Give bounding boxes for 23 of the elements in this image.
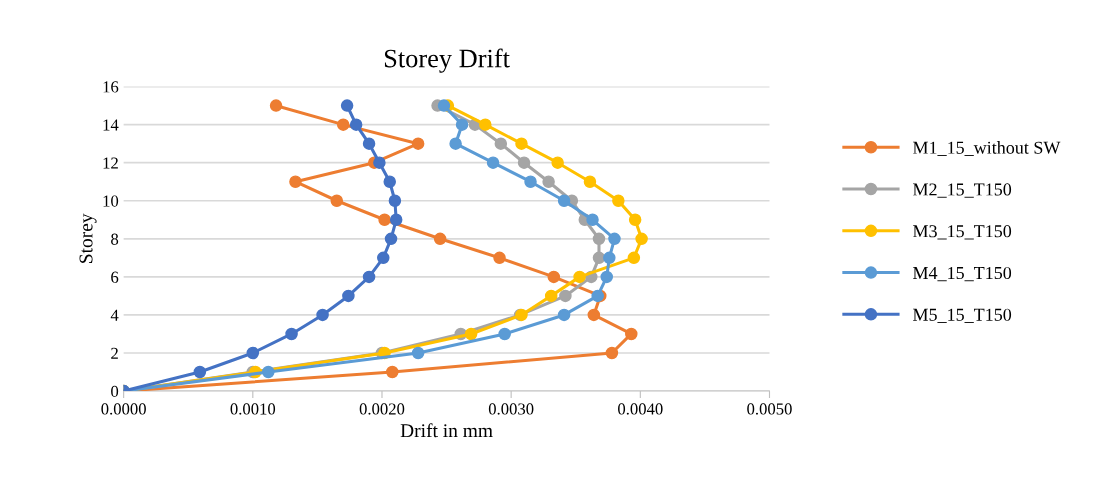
legend-label: M5_15_T150: [912, 308, 1012, 323]
y-tick-label: 12: [103, 157, 118, 169]
x-tick-label: 0.0050: [747, 403, 792, 415]
x-tick-label: 0.0030: [488, 403, 534, 415]
y-tick-label: 6: [111, 271, 119, 283]
x-tick-label: 0.0000: [101, 403, 146, 415]
y-tick-label: 16: [103, 81, 119, 93]
legend-label: M4_15_T150: [912, 266, 1012, 282]
y-tick-label: 0: [111, 385, 119, 397]
x-tick-label: 0.0040: [618, 403, 663, 415]
y-tick-label: 2: [111, 347, 118, 359]
x-tick-label: 0.0010: [230, 403, 276, 415]
y-tick-label: 8: [111, 233, 119, 245]
x-tick-label: 0.0020: [359, 403, 405, 415]
chart-title: Storey Drift: [384, 48, 510, 73]
legend-label: M3_15_T150: [912, 225, 1012, 240]
y-tick-label: 4: [110, 309, 119, 321]
x-axis-title: Drift in mm: [400, 423, 493, 438]
y-tick-label: 14: [103, 119, 119, 131]
legend-label: M2_15_T150: [912, 183, 1012, 198]
y-axis-title: Storey: [79, 213, 97, 263]
legend-label: M1_15_without SW: [912, 141, 1061, 156]
y-tick-label: 10: [103, 195, 119, 207]
